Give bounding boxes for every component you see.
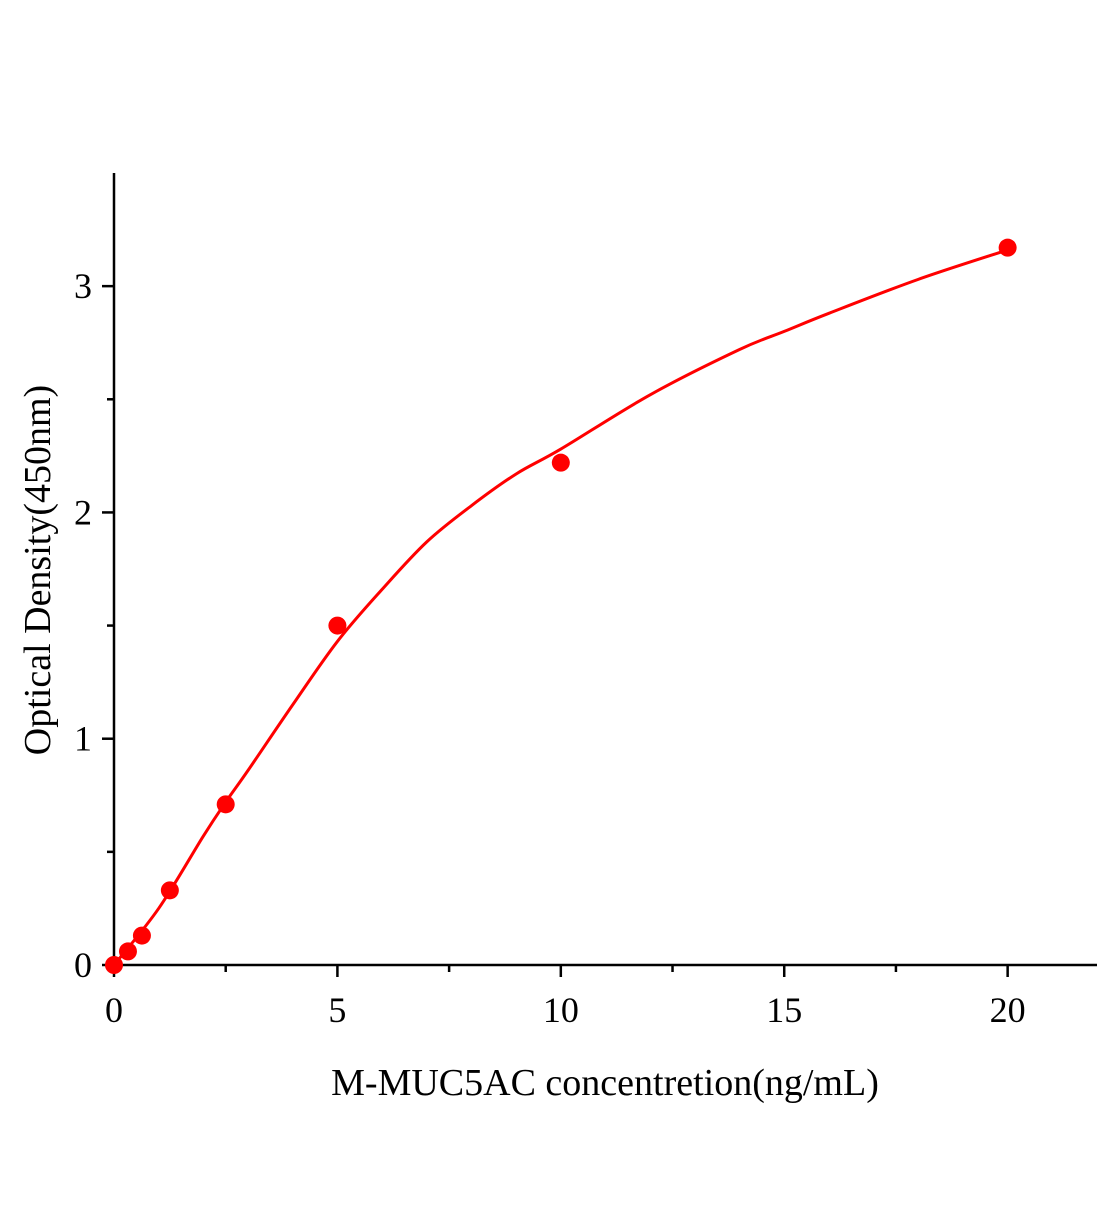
- axes: 0 5 10 15 20 0 1 2 3: [74, 173, 1097, 1030]
- x-tick-label: 5: [328, 990, 346, 1030]
- y-tick-label: 0: [74, 945, 92, 985]
- x-tick-label: 10: [543, 990, 579, 1030]
- data-point: [118, 942, 137, 961]
- data-points: [105, 238, 1017, 974]
- data-point: [132, 926, 151, 945]
- data-point: [105, 956, 123, 974]
- data-point: [998, 238, 1017, 257]
- fit-curve: [112, 248, 1009, 966]
- x-tick-label: 20: [990, 990, 1026, 1030]
- x-tick-label: 0: [105, 990, 123, 1030]
- y-axis-label: Optical Density(450nm): [17, 385, 59, 755]
- y-tick-label: 3: [74, 266, 92, 306]
- x-axis-label: M-MUC5AC concentretion(ng/mL): [331, 1062, 879, 1104]
- data-point: [551, 453, 570, 472]
- data-point: [216, 795, 235, 814]
- y-tick-label: 1: [74, 719, 92, 759]
- data-point: [160, 881, 179, 900]
- data-point: [328, 616, 347, 635]
- y-tick-label: 2: [74, 492, 92, 532]
- x-tick-label: 15: [766, 990, 802, 1030]
